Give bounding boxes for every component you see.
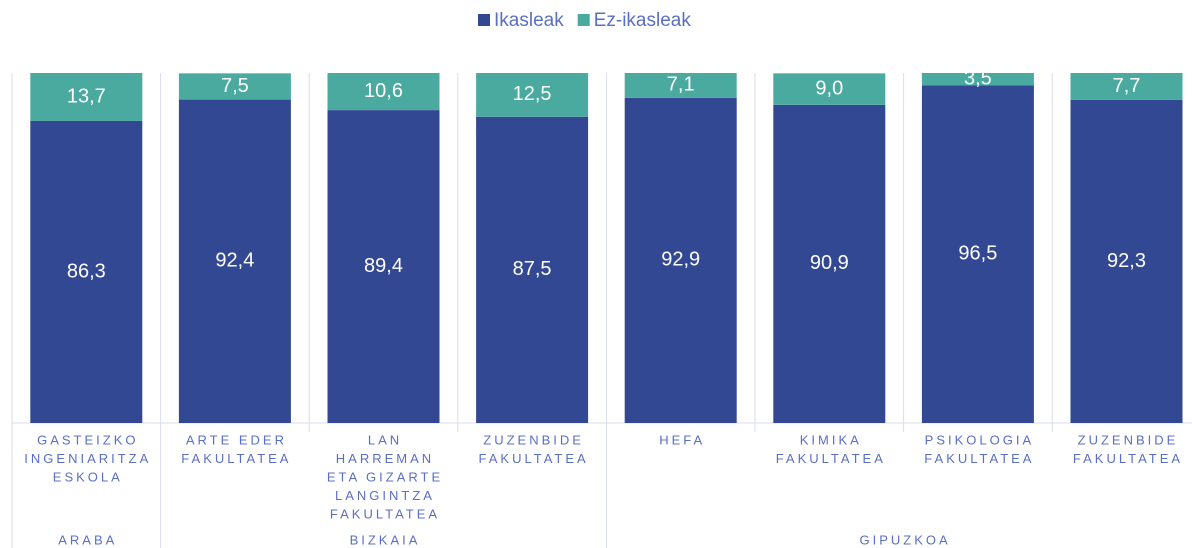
bar-segment (327, 110, 440, 423)
x-tick-label: HEFA (659, 432, 705, 447)
bar-segment (921, 73, 1034, 86)
x-tick-label: HARREMAN (336, 451, 434, 466)
x-tick-label: ZUZENBIDE (1078, 432, 1179, 447)
value-label: 7,1 (667, 74, 695, 96)
bar-segment (1070, 73, 1183, 100)
bar-segment (178, 99, 291, 423)
value-label: 7,5 (221, 75, 249, 97)
value-label: 10,6 (364, 80, 403, 102)
value-label: 7,7 (1113, 75, 1141, 97)
legend-swatch (478, 14, 490, 26)
bar-segment (1070, 99, 1183, 423)
x-tick-label: LANGINTZA (335, 488, 435, 503)
bar-segment (624, 97, 737, 423)
x-tick-label: PSIKOLOGIA (925, 432, 1034, 447)
group-label: ARABA (58, 532, 117, 547)
bar-segment (30, 120, 143, 423)
value-label: 87,5 (513, 258, 552, 280)
x-tick-label: INGENIARITZA (24, 451, 151, 466)
value-label: 96,5 (958, 242, 997, 264)
x-tick-label: FAKULTATEA (1073, 451, 1183, 466)
x-tick-label: FAKULTATEA (776, 451, 886, 466)
value-label: 13,7 (67, 85, 106, 107)
x-tick-label: ETA GIZARTE (327, 469, 443, 484)
group-label: GIPUZKOA (860, 532, 951, 547)
x-tick-label: FAKULTATEA (330, 506, 440, 521)
bar-segment (624, 73, 737, 98)
bar-segment (476, 116, 589, 423)
value-label: 92,3 (1107, 250, 1146, 272)
x-tick-label: ESKOLA (53, 469, 123, 484)
bar-segment (178, 73, 291, 100)
x-tick-label: KIMIKA (800, 432, 862, 447)
bar-segment (327, 73, 440, 111)
value-label: 90,9 (810, 252, 849, 274)
x-tick-label: FAKULTATEA (479, 451, 589, 466)
bar-segment (773, 104, 886, 423)
bar-segment (773, 73, 886, 105)
value-label: 89,4 (364, 255, 403, 277)
legend-swatch (577, 14, 590, 26)
x-tick-label: ARTE EDER (186, 432, 287, 447)
x-tick-label: GASTEIZKO (37, 432, 138, 447)
value-label: 92,4 (215, 250, 254, 272)
value-label: 86,3 (67, 260, 106, 282)
x-tick-label: FAKULTATEA (181, 451, 291, 466)
bar-segment (30, 73, 143, 121)
x-tick-label: LAN (368, 432, 402, 447)
bar-segment (921, 85, 1034, 423)
value-label: 3,5 (964, 67, 992, 89)
value-label: 9,0 (815, 77, 843, 99)
bar-segment (476, 73, 589, 117)
value-label: 92,9 (661, 249, 700, 271)
x-tick-label: ZUZENBIDE (483, 432, 584, 447)
value-label: 12,5 (513, 83, 552, 105)
legend-label: Ikasleak (494, 10, 564, 31)
group-label: BIZKAIA (350, 532, 421, 547)
x-tick-label: FAKULTATEA (924, 451, 1034, 466)
legend-label: Ez-ikasleak (594, 10, 692, 31)
